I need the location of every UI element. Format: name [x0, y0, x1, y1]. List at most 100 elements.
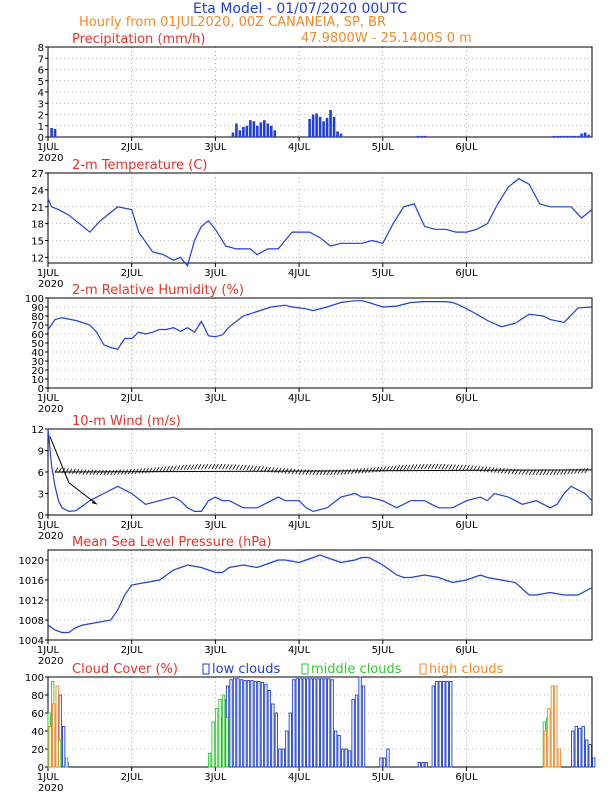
x-tick-label: 6JUL: [455, 520, 478, 531]
cloud-bar: [550, 685, 555, 768]
wind-barb: [183, 464, 188, 471]
series-line: [47, 428, 593, 513]
wind-barb: [399, 464, 404, 471]
cloud-bar: [424, 762, 428, 768]
x-tick-label: 3JUL: [204, 142, 227, 153]
x-tick-label: 1JUL: [37, 393, 60, 404]
cloud-bar: [585, 739, 589, 768]
cloud-bar: [323, 678, 327, 768]
cloud-bar: [207, 753, 212, 768]
wind-barb: [162, 466, 167, 472]
y-tick-label: 1004: [19, 636, 44, 647]
precip-bar: [573, 135, 576, 137]
cloud-bar: [295, 678, 299, 768]
panel-title: 2-m Relative Humidity (%): [72, 283, 244, 298]
wind-barb: [277, 467, 282, 474]
x-tick-label: 6JUL: [455, 645, 478, 656]
cloud-bar: [557, 748, 561, 768]
cloud-bar: [64, 757, 69, 768]
y-tick-label: 3: [38, 490, 44, 501]
cloud-bar: [574, 726, 578, 768]
precip-bar: [566, 135, 569, 137]
y-tick-label: 20: [31, 366, 44, 377]
wind-barb: [215, 463, 219, 470]
cloud-bar: [351, 699, 355, 768]
wind-arrowhead: [91, 500, 97, 505]
wind-barb: [420, 463, 425, 470]
wind-barb: [211, 463, 216, 470]
precip-bar: [256, 125, 259, 137]
wind-barb: [242, 464, 247, 471]
x-tick-label: 3JUL: [204, 268, 227, 279]
wind-barb: [549, 469, 554, 476]
cloud-bar: [264, 683, 268, 768]
cloud-bar: [330, 679, 334, 768]
precip-bar: [238, 130, 242, 137]
series-line: [47, 554, 593, 634]
precip-bar: [552, 135, 556, 137]
wind-barb: [553, 469, 557, 476]
precip-bar: [423, 135, 427, 137]
cloud-bar: [571, 730, 575, 768]
x-tick-label: 3JUL: [204, 520, 227, 531]
wind-barb: [424, 463, 428, 470]
y-tick-label: 4: [38, 88, 44, 99]
cloud-bar: [309, 678, 313, 768]
cloud-bar: [592, 757, 596, 768]
cloud-bar: [354, 694, 359, 768]
wind-barb: [228, 464, 233, 470]
wind-barb: [201, 463, 205, 470]
x-tick-label: 4JUL: [288, 142, 311, 153]
wind-barb: [106, 469, 111, 476]
panel-title: Mean Sea Level Pressure (hPa): [72, 535, 272, 550]
wind-barb: [445, 464, 449, 470]
precip-bar: [580, 133, 583, 137]
precip-bar: [583, 132, 587, 137]
cloud-bar: [445, 681, 449, 768]
wind-arrow: [68, 482, 98, 505]
cloud-bar: [271, 703, 275, 768]
cloud-bar: [347, 750, 352, 768]
x-tick-label: 2JUL: [121, 393, 144, 404]
cloud-bar: [337, 735, 341, 768]
x-tick-label: 2JUL: [121, 645, 144, 656]
y-tick-label: 60: [31, 709, 44, 720]
precip-bar: [318, 116, 322, 137]
cloud-bar: [417, 762, 421, 768]
wind-barb: [187, 464, 191, 470]
wind-barb: [504, 468, 509, 474]
cloud-bar: [438, 681, 442, 768]
precip-bar: [332, 116, 336, 137]
wind-barb: [190, 464, 195, 470]
cloud-bar: [543, 730, 548, 768]
wind-barb: [410, 464, 415, 470]
precip-bar: [587, 134, 590, 137]
wind-barb: [295, 468, 299, 475]
wind-barb: [159, 466, 163, 473]
chart-location: 47.9800W - 25.1400S 0 m: [301, 31, 472, 46]
precip-bar: [329, 110, 332, 137]
precip-bar: [325, 117, 329, 137]
cloud-bar: [218, 699, 222, 768]
precip-bar: [273, 130, 277, 137]
legend-label: low clouds: [212, 662, 281, 677]
cloud-bar: [382, 757, 387, 768]
wind-barb: [351, 468, 355, 475]
wind-barb: [218, 463, 223, 470]
cloud-bar: [547, 708, 551, 768]
y-tick-label: 6: [38, 468, 44, 479]
y-tick-label: 40: [31, 348, 44, 359]
wind-barb: [274, 467, 279, 473]
precip-bar: [419, 135, 423, 137]
wind-barb: [392, 465, 397, 471]
cloud-bar: [588, 744, 592, 768]
y-tick-label: 21: [31, 203, 44, 214]
cloud-bar: [306, 678, 310, 768]
cloud-bar: [253, 681, 258, 768]
cloud-bar: [361, 685, 366, 768]
wind-barb: [256, 465, 261, 472]
y-tick-label: 80: [31, 691, 44, 702]
y-tick-label: 12: [31, 425, 44, 436]
wind-barb: [431, 463, 435, 470]
